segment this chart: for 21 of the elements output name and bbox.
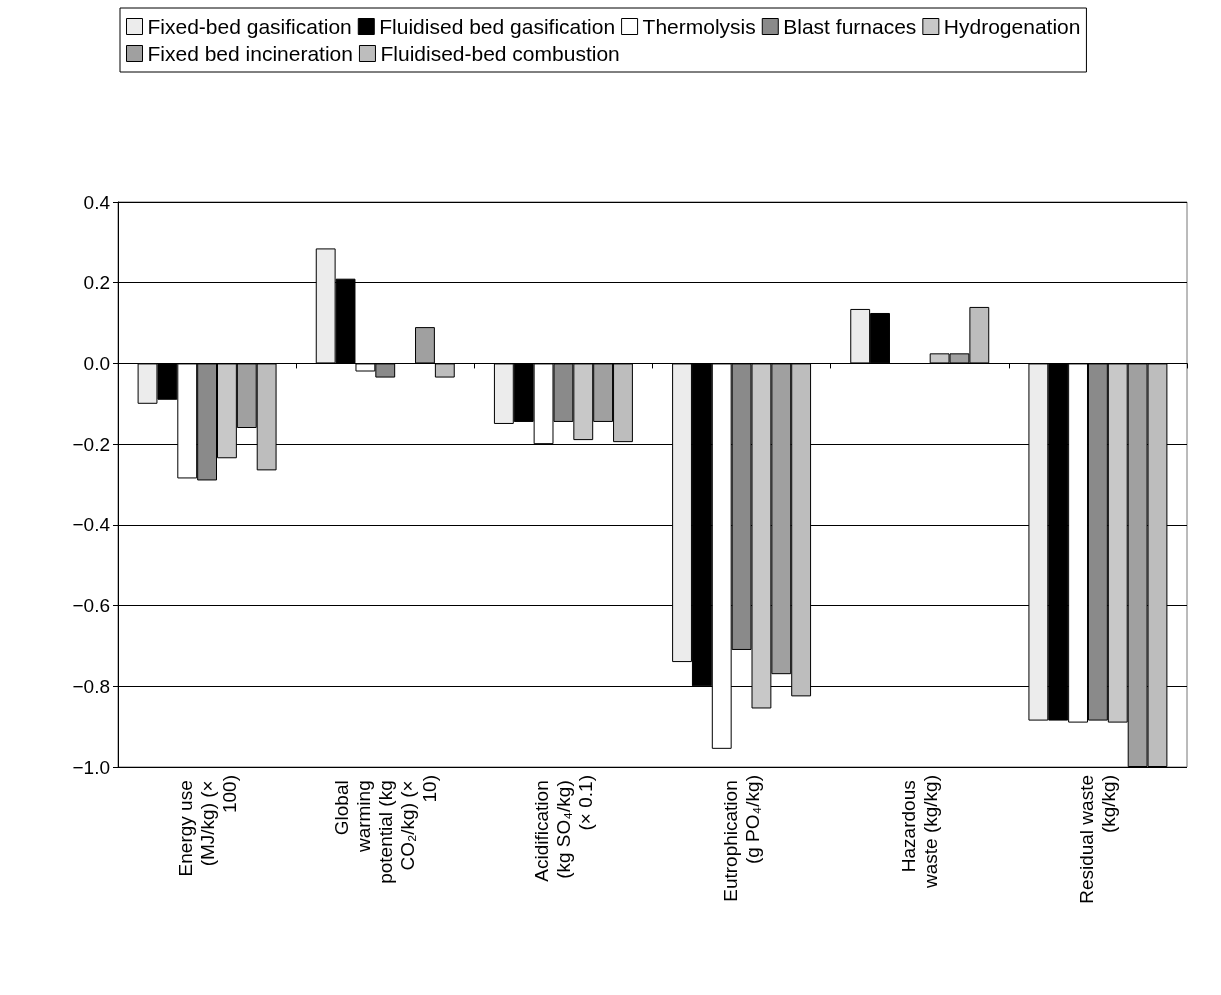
legend-label: Fixed bed incineration [147, 42, 353, 65]
y-tick-label: 0.2 [83, 272, 110, 294]
x-tick-label: Eutrophication (g PO₄/kg) [720, 775, 764, 902]
x-tick-label: Acidification (kg SO₄/kg) (× 0.1) [530, 775, 596, 882]
x-tick-label: Hazardous waste (kg/kg) [898, 775, 942, 889]
legend-label: Fluidised-bed combustion [380, 42, 620, 65]
x-tick-label: Global warming potential (kg CO₂/kg) (× 10) [330, 775, 440, 884]
y-tick-label: −0.6 [72, 595, 110, 617]
x-tick-label: Residual waste (kg/kg) [1076, 775, 1120, 904]
y-tick-label: −0.8 [72, 675, 110, 697]
y-tick-label: 0.0 [83, 352, 110, 374]
y-tick-label: 0.4 [83, 191, 111, 213]
x-tick-label: Energy use (MJ/kg) (× 100) [174, 775, 240, 877]
y-tick-label: −0.4 [72, 514, 111, 536]
legend-label: Thermolysis [642, 15, 756, 38]
legend-label: Blast furnaces [783, 15, 917, 38]
legend-label: Fixed-bed gasification [147, 15, 352, 38]
y-tick-label: −1.0 [72, 756, 110, 778]
legend-label: Fluidised bed gasification [379, 15, 616, 38]
legend-label: Hydrogenation [943, 15, 1081, 38]
y-tick-label: −0.2 [72, 433, 110, 455]
